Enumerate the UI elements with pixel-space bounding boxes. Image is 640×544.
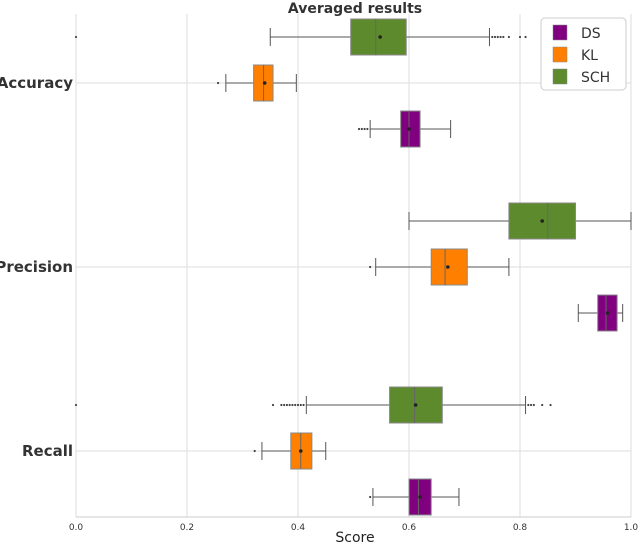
box-kl-recall (253, 432, 327, 470)
x-tick-label: 1.0 (624, 523, 639, 533)
outlier-point (216, 81, 220, 85)
outlier-point (369, 495, 372, 499)
x-tick-label: 0.8 (513, 523, 528, 533)
mean-marker (407, 127, 411, 131)
chart-title: Averaged results (288, 1, 422, 17)
outlier-point (493, 35, 497, 39)
outlier-point (271, 403, 275, 407)
legend: DS KL SCH (540, 17, 627, 91)
box-sch-recall (74, 386, 552, 424)
y-tick-label: Accuracy (0, 74, 73, 92)
outlier-point (366, 127, 369, 131)
plot-area (74, 18, 632, 516)
mean-marker (446, 265, 450, 269)
mean-marker (540, 219, 544, 223)
legend-label-ds: DS (581, 26, 601, 42)
box-kl-accuracy (216, 64, 297, 102)
outlier-point (253, 449, 256, 453)
x-tick-label: 0.6 (402, 523, 417, 533)
box-kl-precision (369, 248, 510, 286)
x-axis-ticks: 0.0 0.2 0.4 0.6 0.8 1.0 (69, 523, 639, 533)
x-tick-label: 0.4 (291, 523, 306, 533)
outlier-point (496, 35, 499, 39)
outlier-point (502, 35, 505, 39)
outlier-point (524, 35, 527, 39)
outlier-point (530, 403, 533, 407)
box-sch-accuracy (74, 18, 527, 56)
mean-marker (298, 449, 303, 453)
box-ds-accuracy (357, 110, 452, 148)
legend-swatch-sch (552, 68, 568, 85)
outlier-point (294, 403, 297, 407)
outlier-point (296, 403, 300, 407)
box-ds-recall (369, 478, 460, 516)
y-axis-ticks: Accuracy Precision Recall (0, 74, 73, 460)
outlier-point (491, 35, 494, 39)
outlier-point (291, 403, 294, 407)
outlier-point (74, 403, 78, 407)
box-ds-precision (577, 294, 624, 332)
x-tick-label: 0.0 (69, 523, 84, 533)
outlier-point (507, 35, 510, 39)
x-tick-label: 0.2 (180, 523, 194, 533)
mean-marker (605, 311, 610, 315)
mean-marker (413, 403, 418, 407)
mean-marker (418, 495, 422, 499)
grid-lines (75, 14, 632, 518)
outlier-point (357, 127, 361, 131)
outlier-point (541, 403, 544, 407)
outlier-point (363, 127, 366, 131)
legend-swatch-ds (552, 24, 568, 41)
mean-marker (262, 81, 267, 85)
outlier-point (299, 403, 302, 407)
outlier-point (549, 403, 552, 407)
outlier-point (280, 403, 283, 407)
y-tick-label: Recall (22, 442, 73, 460)
outlier-point (288, 403, 291, 407)
box-sch-precision (408, 202, 632, 240)
outlier-point (360, 127, 363, 131)
y-tick-label: Precision (0, 258, 73, 276)
outlier-point (532, 403, 535, 407)
outlier-point (518, 35, 522, 39)
outlier-point (283, 403, 286, 407)
mean-marker (378, 35, 382, 39)
legend-label-kl: KL (581, 48, 598, 64)
outlier-point (499, 35, 502, 39)
x-axis-label: Score (335, 530, 374, 544)
legend-swatch-kl (552, 46, 568, 63)
outlier-point (527, 403, 530, 407)
outlier-point (285, 403, 288, 407)
outlier-point (302, 403, 305, 407)
outlier-point (74, 35, 78, 39)
outlier-point (369, 265, 372, 269)
legend-label-sch: SCH (581, 70, 610, 86)
